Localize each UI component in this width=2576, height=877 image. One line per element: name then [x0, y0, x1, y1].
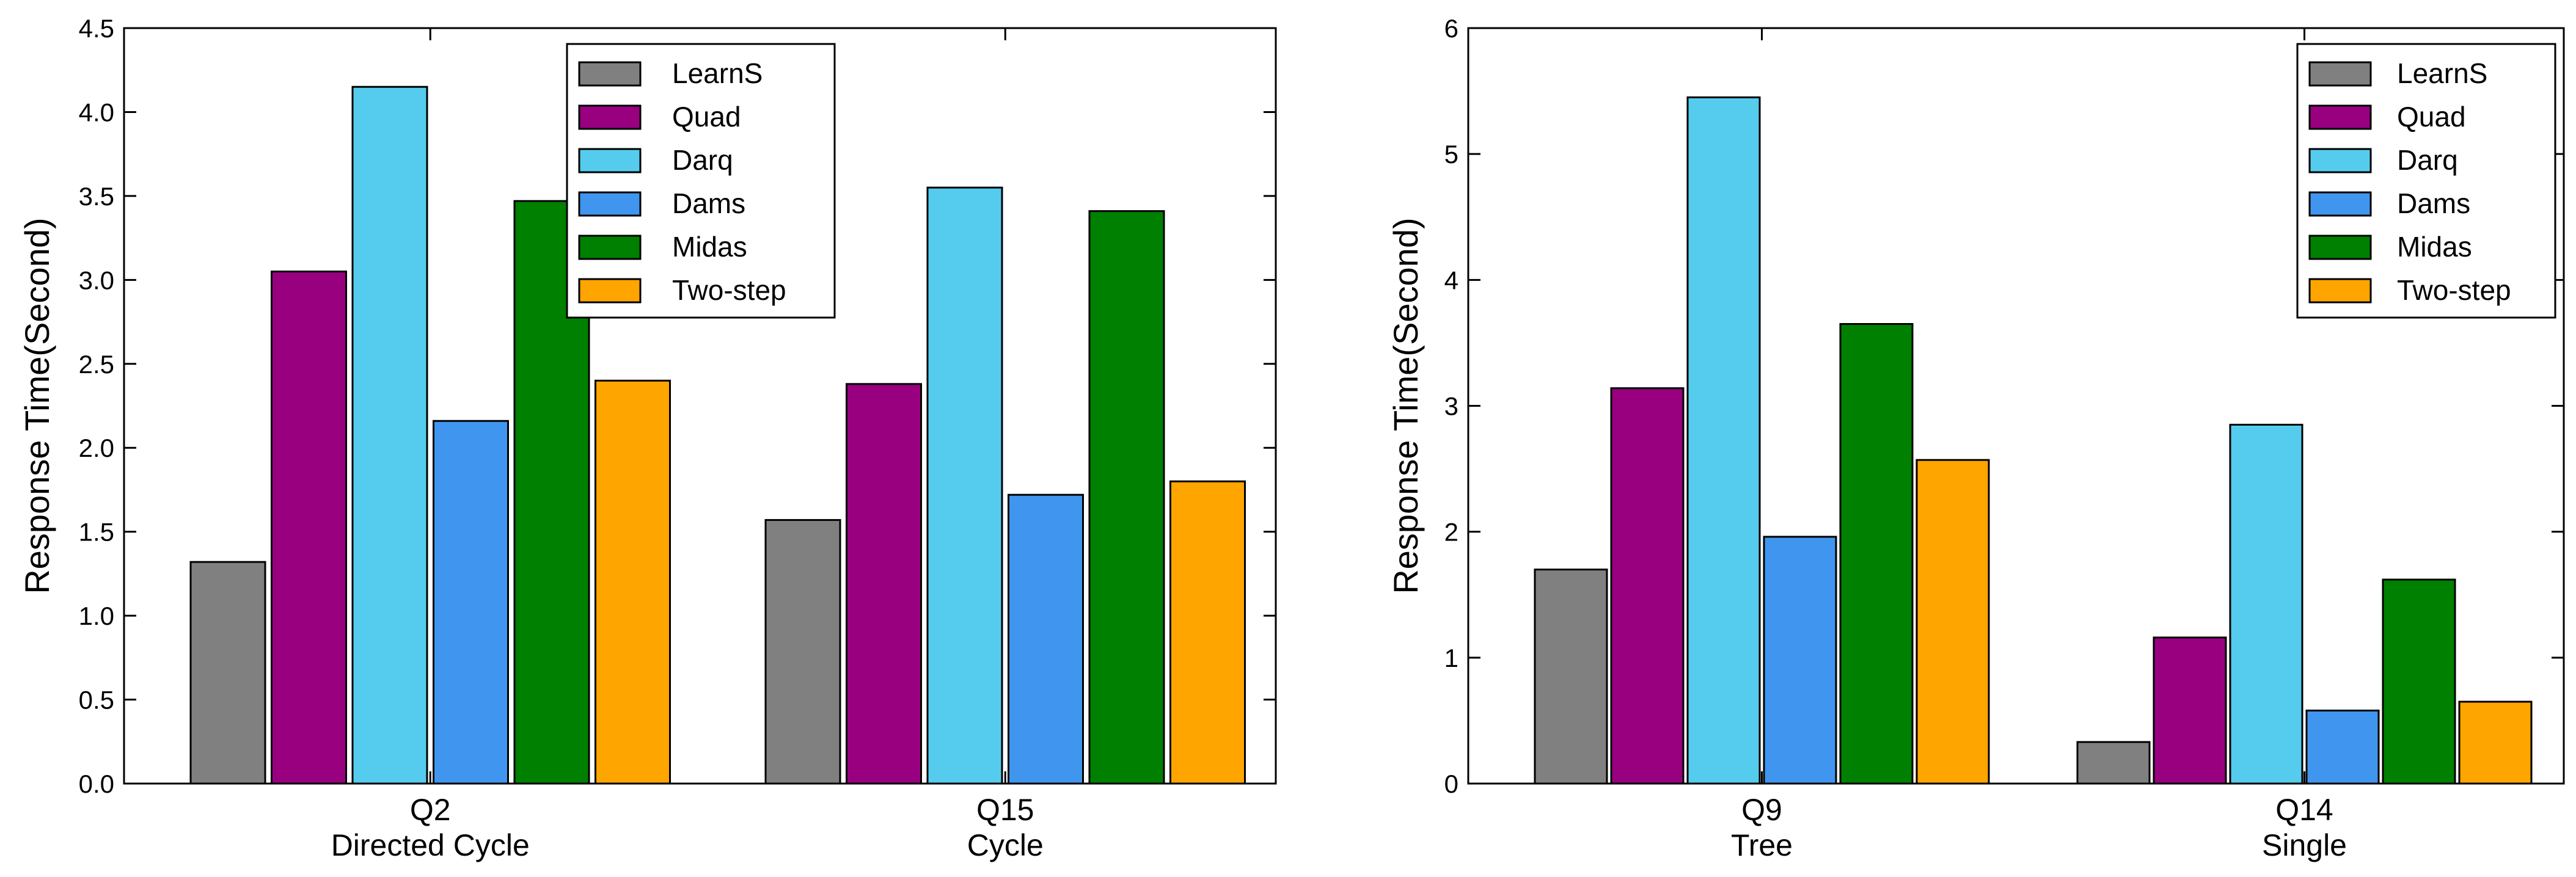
legend-swatch [578, 235, 642, 260]
legend-swatch [2308, 61, 2372, 87]
legend-swatch [2308, 104, 2372, 130]
ytick-label: 1 [1444, 644, 1458, 672]
legend-label: Quad [2397, 101, 2466, 133]
bar-quad-q2 [271, 271, 347, 785]
ytick-label: 4 [1444, 266, 1458, 294]
legend-swatch [578, 148, 642, 173]
bar-darq-q14 [2229, 423, 2303, 785]
legend-label: Midas [672, 231, 747, 263]
legend-label: LearnS [2397, 57, 2487, 89]
bar-two-step-q14 [2458, 701, 2533, 785]
bar-midas-q15 [1088, 210, 1165, 785]
xtick-sublabel: Directed Cycle [331, 828, 530, 862]
xtick-label: Q9 [1741, 793, 1782, 827]
legend: LearnS Quad Darq Dams Midas Two-step [2296, 43, 2556, 319]
bar-learns-q2 [189, 561, 266, 785]
bar-quad-q15 [846, 383, 922, 785]
xtick-label: Q2 [410, 793, 451, 827]
ytick-label: 1.5 [79, 518, 114, 547]
legend-label: LearnS [672, 57, 763, 89]
ytick-label: 4.0 [79, 98, 114, 126]
xtick-sublabel: Tree [1731, 828, 1793, 862]
legend-label: Dams [2397, 187, 2470, 219]
bar-midas-q9 [1839, 322, 1914, 785]
ytick-label: 0.0 [79, 770, 114, 798]
ytick-label: 2.0 [79, 434, 114, 462]
bar-dams-q2 [433, 420, 509, 785]
legend-swatch [578, 191, 642, 217]
legend-label: Darq [2397, 144, 2458, 176]
xtick-label: Q15 [976, 793, 1034, 827]
ytick-label: 2 [1444, 518, 1458, 547]
plot-frame [123, 27, 1277, 785]
bar-two-step-q15 [1169, 480, 1246, 785]
bar-darq-q9 [1686, 96, 1761, 785]
chart-panel-1: 0.0 0.5 1.0 1.5 2.0 2.5 3.0 3.5 4.0 4.5 Q2Directed… [18, 14, 1277, 862]
ytick-label: 3 [1444, 392, 1458, 421]
bar-dams-q9 [1763, 536, 1837, 785]
legend-swatch [2308, 235, 2372, 260]
bar-two-step-q2 [595, 379, 671, 785]
legend-swatch [2308, 278, 2372, 304]
ytick-label: 6 [1444, 14, 1458, 43]
bar-darq-q2 [351, 86, 428, 785]
bar-learns-q14 [2076, 741, 2151, 785]
legend-swatch [2308, 148, 2372, 173]
legend-box [566, 43, 836, 319]
bar-dams-q15 [1008, 493, 1084, 785]
bar-darq-q15 [926, 186, 1003, 785]
legend: LearnS Quad Darq Dams Midas Two-step [566, 43, 836, 319]
bar-quad-q9 [1610, 387, 1685, 785]
legend-swatch [578, 278, 642, 304]
bar-dams-q14 [2305, 709, 2380, 785]
legend-swatch [2308, 191, 2372, 217]
legend-label: Two-step [2397, 274, 2511, 306]
legend-box [2296, 43, 2556, 319]
bar-quad-q14 [2153, 636, 2227, 785]
ytick-label: 3.5 [79, 182, 114, 211]
legend-label: Dams [672, 187, 745, 219]
ytick-label: 2.5 [79, 350, 114, 379]
legend-swatch [578, 61, 642, 87]
ytick-label: 1.0 [79, 602, 114, 630]
ytick-label: 4.5 [79, 14, 114, 43]
ytick-label: 5 [1444, 140, 1458, 169]
xtick-sublabel: Cycle [967, 828, 1044, 862]
y-axis-label: Response Time(Second) [18, 217, 56, 594]
legend-label: Quad [672, 101, 741, 133]
xtick-label: Q14 [2275, 793, 2333, 827]
legend-label: Midas [2397, 231, 2472, 263]
legend-label: Two-step [672, 274, 786, 306]
legend-swatch [578, 104, 642, 130]
ytick-label: 0.5 [79, 686, 114, 715]
bar-midas-q14 [2382, 578, 2456, 785]
y-axis-label: Response Time(Second) [1386, 217, 1425, 594]
xtick-sublabel: Single [2262, 828, 2347, 862]
bar-two-step-q9 [1916, 459, 1990, 785]
ytick-label: 0 [1444, 770, 1458, 798]
bar-learns-q9 [1534, 569, 1608, 785]
ytick-label: 3.0 [79, 266, 114, 294]
legend-label: Darq [672, 144, 733, 176]
bar-learns-q15 [764, 519, 841, 785]
